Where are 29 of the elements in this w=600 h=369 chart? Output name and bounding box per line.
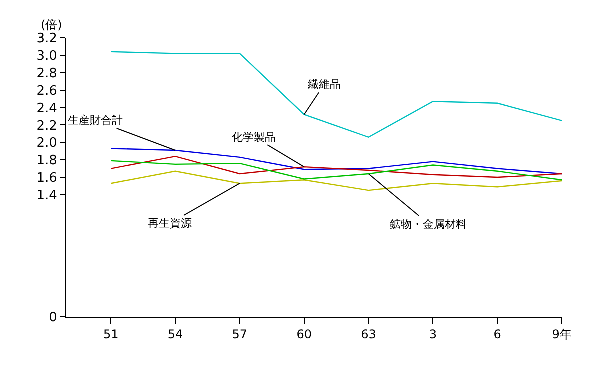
x-tick-label: 57 (232, 327, 248, 342)
y-tick-label: 0 (49, 310, 58, 326)
x-tick-label: 54 (168, 327, 184, 342)
y-tick-label: 1.8 (36, 154, 58, 169)
y-tick-label: 2.0 (36, 136, 58, 152)
text: 化学製品 (232, 131, 276, 144)
line-series (110, 160, 562, 181)
y-tick-label: 2.6 (36, 84, 58, 99)
y-tick-label: 1.6 (36, 171, 58, 186)
text: 生産財合計 (68, 114, 123, 127)
x-tick-label: 51 (103, 327, 119, 342)
y-tick-label: 2.2 (36, 118, 58, 134)
y-axis-title: (倍) (41, 18, 62, 32)
y-tick-label: 2.4 (36, 101, 58, 116)
x-tick-label: 6 (494, 327, 502, 342)
x-tick-label: 60 (296, 327, 312, 342)
y-tick-label: 3.2 (36, 32, 58, 47)
x-tick-label: 63 (361, 327, 376, 342)
y-tick-label: 3.0 (36, 48, 58, 64)
series-label: 繊維品 (307, 78, 341, 91)
line-series (110, 148, 562, 175)
line-series (110, 156, 562, 178)
y-tick-label: 2.8 (36, 66, 58, 82)
x-tick-label: 3 (429, 327, 437, 342)
text: 鉱物・金属材料 (390, 218, 467, 231)
line-series (110, 170, 562, 192)
x-tick-label: 9年 (552, 327, 572, 342)
text: 再生資源 (148, 217, 192, 230)
y-tick-label: 1.4 (36, 188, 58, 204)
